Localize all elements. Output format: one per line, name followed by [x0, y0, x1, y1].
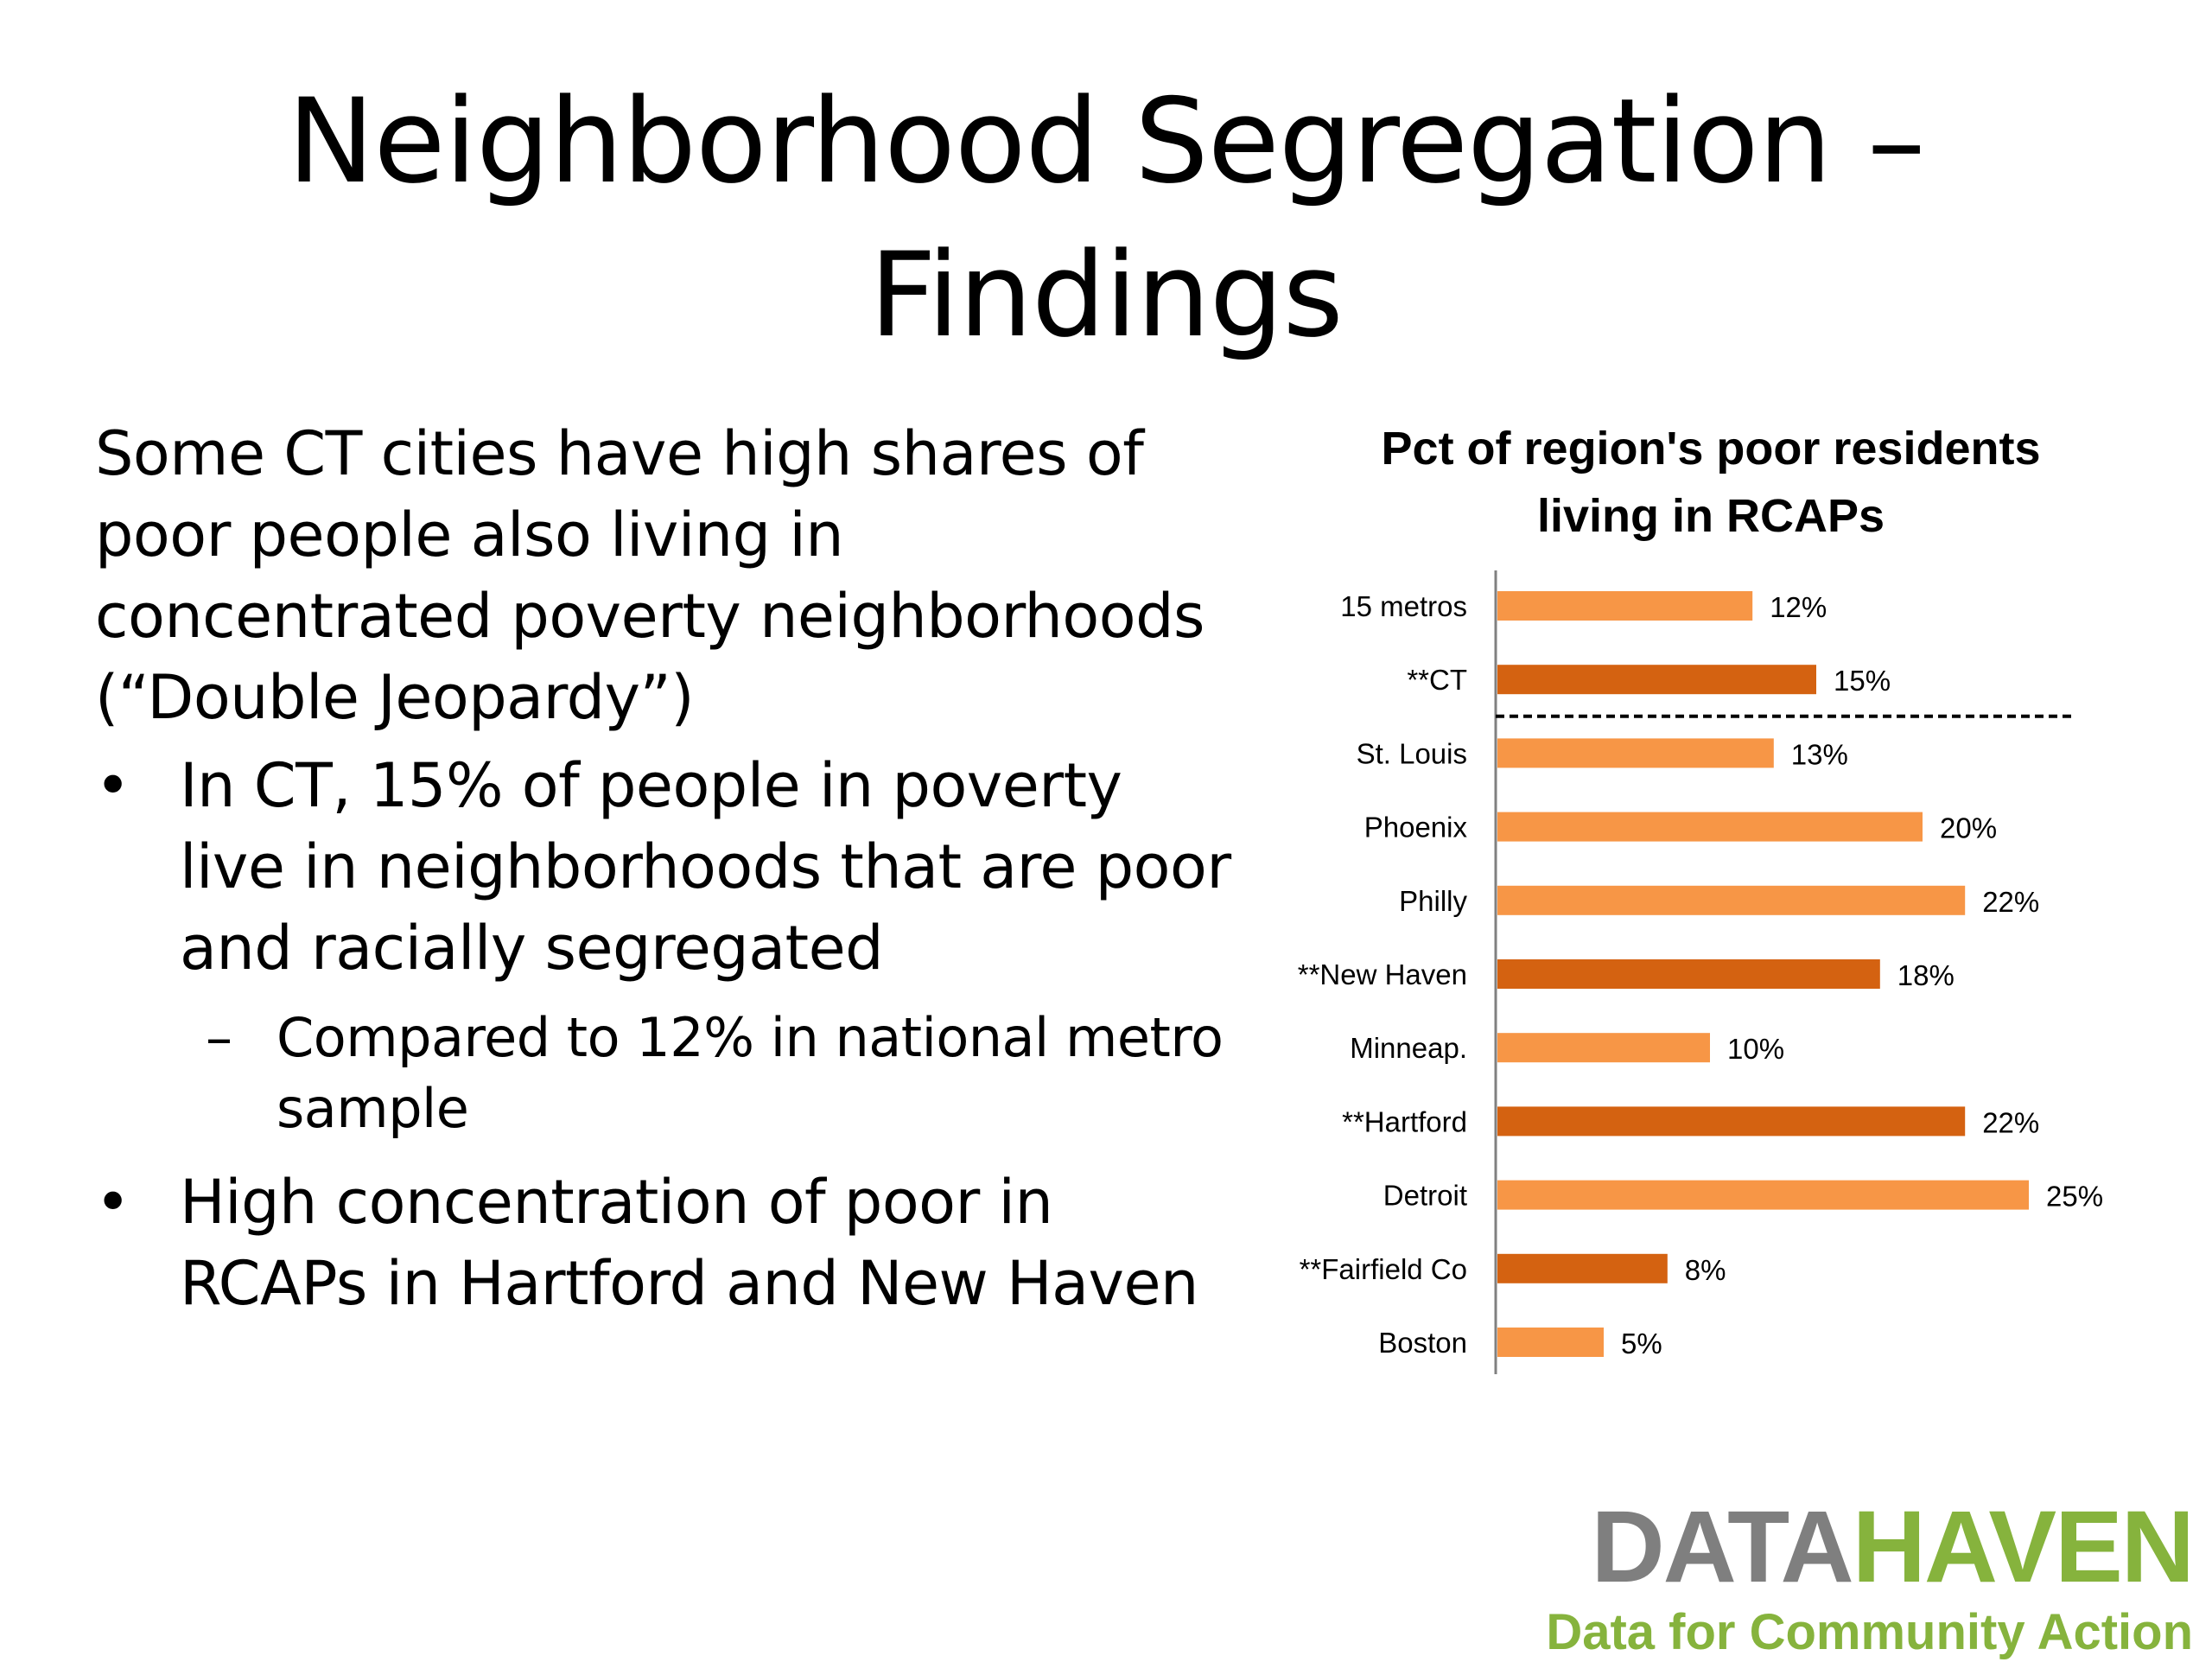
- bullet-mark: •: [95, 1167, 130, 1238]
- category-label: St. Louis: [1357, 737, 1467, 769]
- bar: [1497, 1033, 1710, 1063]
- category-label: Philly: [1399, 885, 1467, 917]
- slide-title: Neighborhood Segregation – Findings: [0, 65, 2212, 373]
- bullet-2: • High concentration of poor in RCAPs in…: [95, 1162, 1244, 1324]
- data-label: 5%: [1621, 1328, 1662, 1360]
- bar: [1497, 959, 1880, 989]
- title-line-1: Neighborhood Segregation –: [287, 73, 1925, 209]
- title-line-2: Findings: [869, 227, 1344, 363]
- bar: [1497, 738, 1774, 768]
- sub-bullet-mark: –: [206, 1006, 232, 1069]
- bar: [1497, 1106, 1966, 1137]
- logo-haven-text: HAVEN: [1852, 1490, 2195, 1604]
- logo-data-text: DATA: [1591, 1490, 1853, 1604]
- data-label: 8%: [1685, 1254, 1726, 1286]
- chart-title-line-1: Pct of region's poor residents: [1381, 423, 2041, 474]
- chart-title-line-2: living in RCAPs: [1536, 490, 1885, 542]
- data-label: 18%: [1897, 959, 1955, 991]
- body-text: Some CT cities have high shares of poor …: [95, 413, 1244, 1324]
- data-label: 22%: [1982, 1106, 2039, 1138]
- data-label: 22%: [1982, 886, 2039, 918]
- bar: [1497, 885, 1966, 915]
- logo-tagline: Data for Community Action: [1546, 1604, 2193, 1660]
- bar: [1497, 1328, 1604, 1357]
- category-label: **CT: [1407, 664, 1467, 696]
- category-label: Phoenix: [1364, 812, 1468, 844]
- data-label: 25%: [2046, 1181, 2103, 1213]
- bar: [1497, 1253, 1668, 1283]
- bar-chart: 15 metros 12% **CT 15% St. Louis 13% Phoenix 20…: [1298, 570, 2103, 1374]
- category-label: Minneap.: [1350, 1032, 1467, 1064]
- category-label: **Hartford: [1342, 1105, 1467, 1137]
- bar: [1497, 1180, 2029, 1210]
- bar: [1497, 812, 1923, 842]
- data-label: 15%: [1834, 665, 1891, 697]
- category-label: 15 metros: [1340, 590, 1467, 622]
- category-label: Boston: [1378, 1327, 1467, 1359]
- bullet-1: • In CT, 15% of people in poverty live i…: [95, 745, 1244, 989]
- sub-bullet-1: – Compared to 12% in national metro samp…: [95, 1003, 1244, 1144]
- category-label: **New Haven: [1298, 958, 1467, 990]
- category-label: **Fairfield Co: [1300, 1253, 1467, 1285]
- bullet-2-text: High concentration of poor in RCAPs in H…: [180, 1167, 1198, 1319]
- data-label: 20%: [1940, 812, 1997, 844]
- bar: [1497, 665, 1816, 695]
- data-label: 10%: [1727, 1033, 1784, 1065]
- chart-title: Pct of region's poor residents living in…: [1279, 415, 2143, 550]
- datahaven-logo: DATAHAVEN: [1591, 1490, 2195, 1604]
- category-label: Detroit: [1383, 1180, 1467, 1212]
- bullet-1-text: In CT, 15% of people in poverty live in …: [180, 750, 1231, 984]
- bullet-mark: •: [95, 750, 130, 821]
- data-label: 13%: [1791, 738, 1848, 770]
- intro-paragraph: Some CT cities have high shares of poor …: [95, 418, 1205, 733]
- bar: [1497, 591, 1753, 621]
- data-label: 12%: [1770, 591, 1827, 623]
- sub-bullet-1-text: Compared to 12% in national metro sample: [276, 1006, 1224, 1140]
